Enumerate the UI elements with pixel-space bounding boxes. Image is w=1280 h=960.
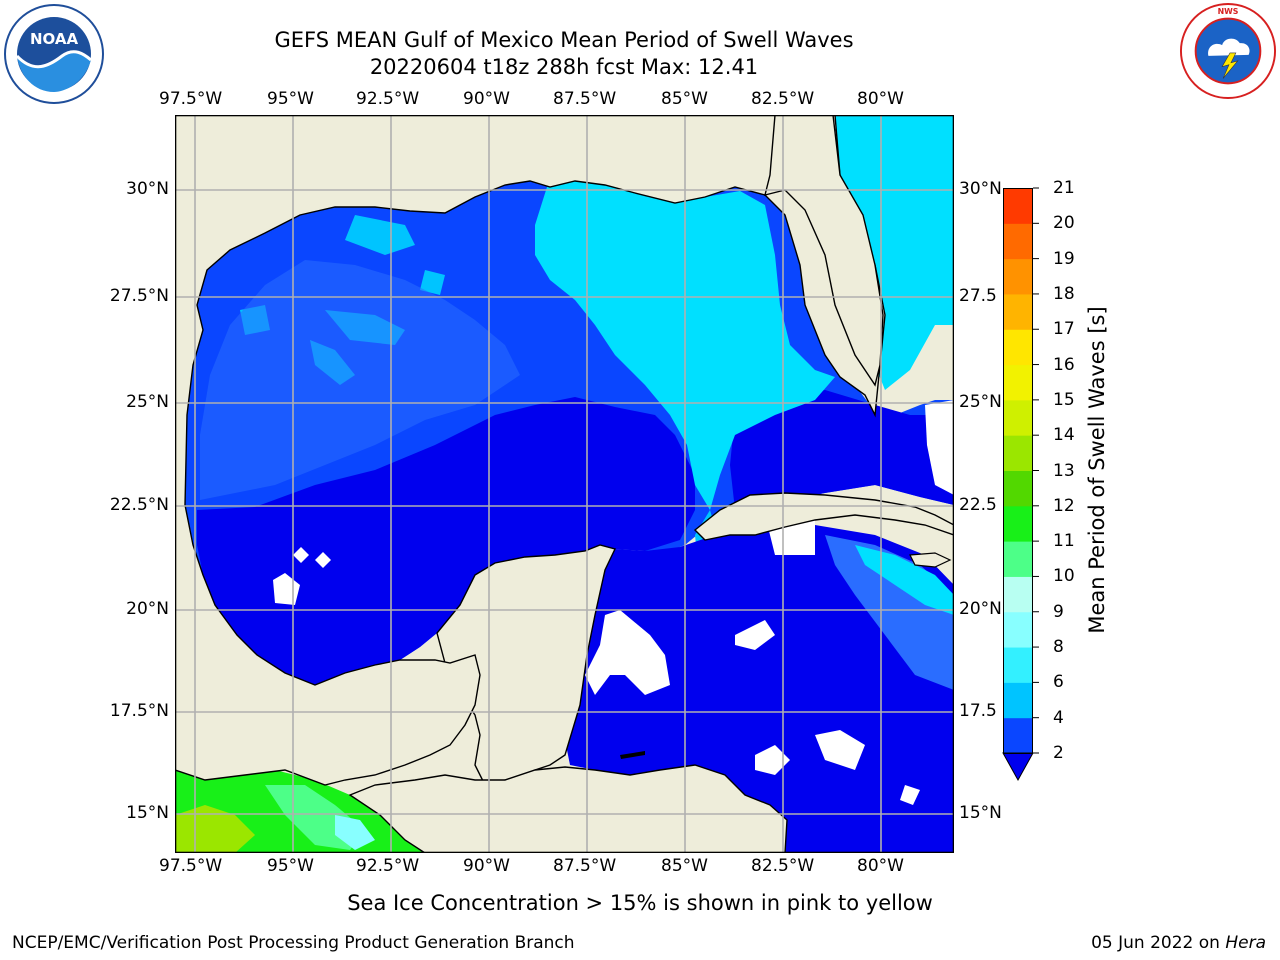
colorbar-frame xyxy=(1003,188,1033,754)
lon-label-top: 97.5°W xyxy=(159,89,223,109)
colorbar-segment xyxy=(1003,399,1033,436)
colorbar-tick-label: 8 xyxy=(1053,637,1064,658)
noaa-logo-icon: NOAA xyxy=(4,4,104,104)
lat-label-right: 22.5 xyxy=(959,495,997,515)
lon-label-bottom: 95°W xyxy=(267,856,314,876)
svg-text:NWS: NWS xyxy=(1218,7,1239,16)
lat-label-left: 17.5°N xyxy=(109,701,169,721)
chart-title: GEFS MEAN Gulf of Mexico Mean Period of … xyxy=(274,28,854,52)
colorbar-tick-label: 10 xyxy=(1053,566,1075,587)
colorbar-tick-label: 20 xyxy=(1053,213,1075,234)
lon-label-top: 80°W xyxy=(857,89,904,109)
lat-label-right: 15°N xyxy=(959,803,1002,823)
footer-date: 05 Jun 2022 on xyxy=(1091,933,1220,953)
chart-subtitle: 20220604 t18z 288h fcst Max: 12.41 xyxy=(369,55,759,79)
svg-text:NOAA: NOAA xyxy=(30,30,79,48)
colorbar-segment xyxy=(1003,576,1033,613)
colorbar xyxy=(1002,187,1039,782)
deep-period-zone xyxy=(197,397,695,685)
lon-label-top: 82.5°W xyxy=(751,89,815,109)
lat-label-left: 15°N xyxy=(126,803,169,823)
colorbar-tick-label: 19 xyxy=(1053,248,1075,269)
map-frame xyxy=(175,115,954,853)
colorbar-tick-label: 11 xyxy=(1053,531,1075,552)
lon-label-bottom: 80°W xyxy=(857,856,904,876)
nws-logo-icon: NWS xyxy=(1179,2,1277,100)
colorbar-segment xyxy=(1003,258,1033,295)
lat-label-left: 30°N xyxy=(126,179,169,199)
lat-label-left: 27.5°N xyxy=(109,286,169,306)
colorbar-tick-label: 17 xyxy=(1053,319,1075,340)
colorbar-segment xyxy=(1003,364,1033,401)
colorbar-label: Mean Period of Swell Waves [s] xyxy=(1085,306,1109,634)
lat-label-right: 25°N xyxy=(959,392,1002,412)
colorbar-tick-label: 16 xyxy=(1053,354,1075,375)
lat-label-right: 17.5 xyxy=(959,701,997,721)
footer-timestamp: 05 Jun 2022 on Hera xyxy=(1091,933,1266,953)
land-cuba xyxy=(693,492,954,541)
colorbar-tick-label: 18 xyxy=(1053,283,1075,304)
colorbar-segment xyxy=(1003,682,1033,719)
colorbar-segment xyxy=(1003,505,1033,542)
western-gulf-zone xyxy=(200,260,520,500)
colorbar-tick-label: 12 xyxy=(1053,495,1075,516)
colorbar-segment xyxy=(1003,717,1033,754)
lon-label-top: 95°W xyxy=(267,89,314,109)
lon-label-bottom: 85°W xyxy=(661,856,708,876)
colorbar-segment xyxy=(1003,329,1033,366)
colorbar-tick-label: 9 xyxy=(1053,601,1064,622)
colorbar-tick-label: 21 xyxy=(1053,178,1075,198)
atlantic-water xyxy=(835,115,954,390)
colorbar-segment xyxy=(1003,188,1033,224)
footer-host: Hera xyxy=(1225,933,1266,953)
colorbar-tick-label: 13 xyxy=(1053,460,1075,481)
lon-label-top: 90°W xyxy=(463,89,510,109)
land-central-america xyxy=(348,764,788,853)
lat-label-right: 20°N xyxy=(959,599,1002,619)
colorbar-tick-label: 4 xyxy=(1053,707,1064,728)
sea-ice-note: Sea Ice Concentration > 15% is shown in … xyxy=(347,891,933,915)
lat-label-left: 20°N xyxy=(126,599,169,619)
lat-label-right: 30°N xyxy=(959,179,1002,199)
lon-label-top: 87.5°W xyxy=(553,89,617,109)
colorbar-tick-label: 14 xyxy=(1053,425,1075,446)
footer-credit: NCEP/EMC/Verification Post Processing Pr… xyxy=(12,933,575,953)
colorbar-segment xyxy=(1003,541,1033,577)
colorbar-segment xyxy=(1003,223,1033,260)
lon-label-bottom: 90°W xyxy=(463,856,510,876)
lon-label-top: 85°W xyxy=(661,89,708,109)
lat-label-left: 25°N xyxy=(126,392,169,412)
colorbar-segment xyxy=(1003,470,1033,507)
colorbar-tick-label: 15 xyxy=(1053,389,1075,410)
lat-label-right: 27.5 xyxy=(959,286,997,306)
map-panel xyxy=(175,115,954,853)
lon-label-bottom: 87.5°W xyxy=(553,856,617,876)
lon-label-bottom: 82.5°W xyxy=(751,856,815,876)
colorbar-segment xyxy=(1003,293,1033,330)
colorbar-segment xyxy=(1003,435,1033,471)
lat-label-left: 22.5°N xyxy=(109,495,169,515)
colorbar-segment xyxy=(1003,611,1033,648)
caribbean-water xyxy=(560,525,954,853)
colorbar-segment xyxy=(1003,647,1033,683)
colorbar-tick-label: 6 xyxy=(1053,672,1064,693)
colorbar-extend-triangle xyxy=(1002,752,1034,782)
colorbar-tick-label: 2 xyxy=(1053,743,1064,763)
lon-label-bottom: 92.5°W xyxy=(356,856,420,876)
graticule xyxy=(175,115,954,853)
deep-period-zone-east xyxy=(730,390,954,510)
lon-label-bottom: 97.5°W xyxy=(159,856,223,876)
lon-label-top: 92.5°W xyxy=(356,89,420,109)
